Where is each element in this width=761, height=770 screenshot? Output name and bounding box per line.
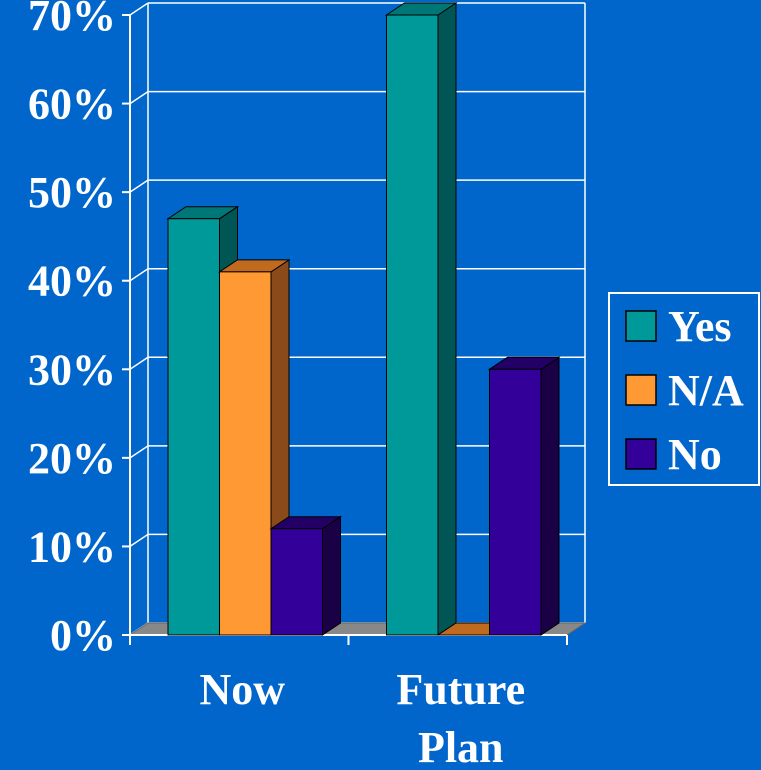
legend-box [608,292,760,486]
x-category-label: Future Plan [396,665,525,770]
x-category-label: Now [199,665,285,714]
bars [166,2,561,636]
bar [269,515,343,636]
y-tick-label: 40% [28,257,116,306]
y-tick-label: 50% [28,168,116,217]
legend-swatch [625,374,657,406]
bar-front [219,271,272,636]
side-wall-line [129,445,149,459]
legend-swatch [625,438,657,470]
legend-swatch [625,310,657,342]
bar-front [489,368,542,636]
y-tick-label: 30% [28,345,116,394]
y-tick-label: 0% [50,611,116,660]
labels: 0% 10% 20% 30% 40% 50% 60% 70% Now Future Plan [28,0,525,770]
y-tick-label: 20% [28,434,116,483]
side-wall-line [129,533,149,548]
bar [384,2,458,636]
y-tick-label: 60% [28,80,116,129]
bar-front [270,528,323,636]
side-wall-line [129,356,149,370]
side-wall-line [129,90,149,105]
bar-side [540,356,560,636]
bar-front [386,14,439,636]
side-wall-line [129,179,149,193]
y-tick-label: 70% [28,0,116,40]
legend-label: Yes [668,302,732,351]
y-tick-label: 10% [28,522,116,571]
bar-front [167,218,220,636]
bar-side [437,2,457,636]
legend: Yes N/A No [608,292,760,486]
side-wall-line [129,268,149,282]
legend-label: No [668,430,722,479]
legend-label: N/A [668,366,744,415]
bar [487,356,561,636]
side-wall-line [129,2,149,16]
bar-side [322,515,341,636]
